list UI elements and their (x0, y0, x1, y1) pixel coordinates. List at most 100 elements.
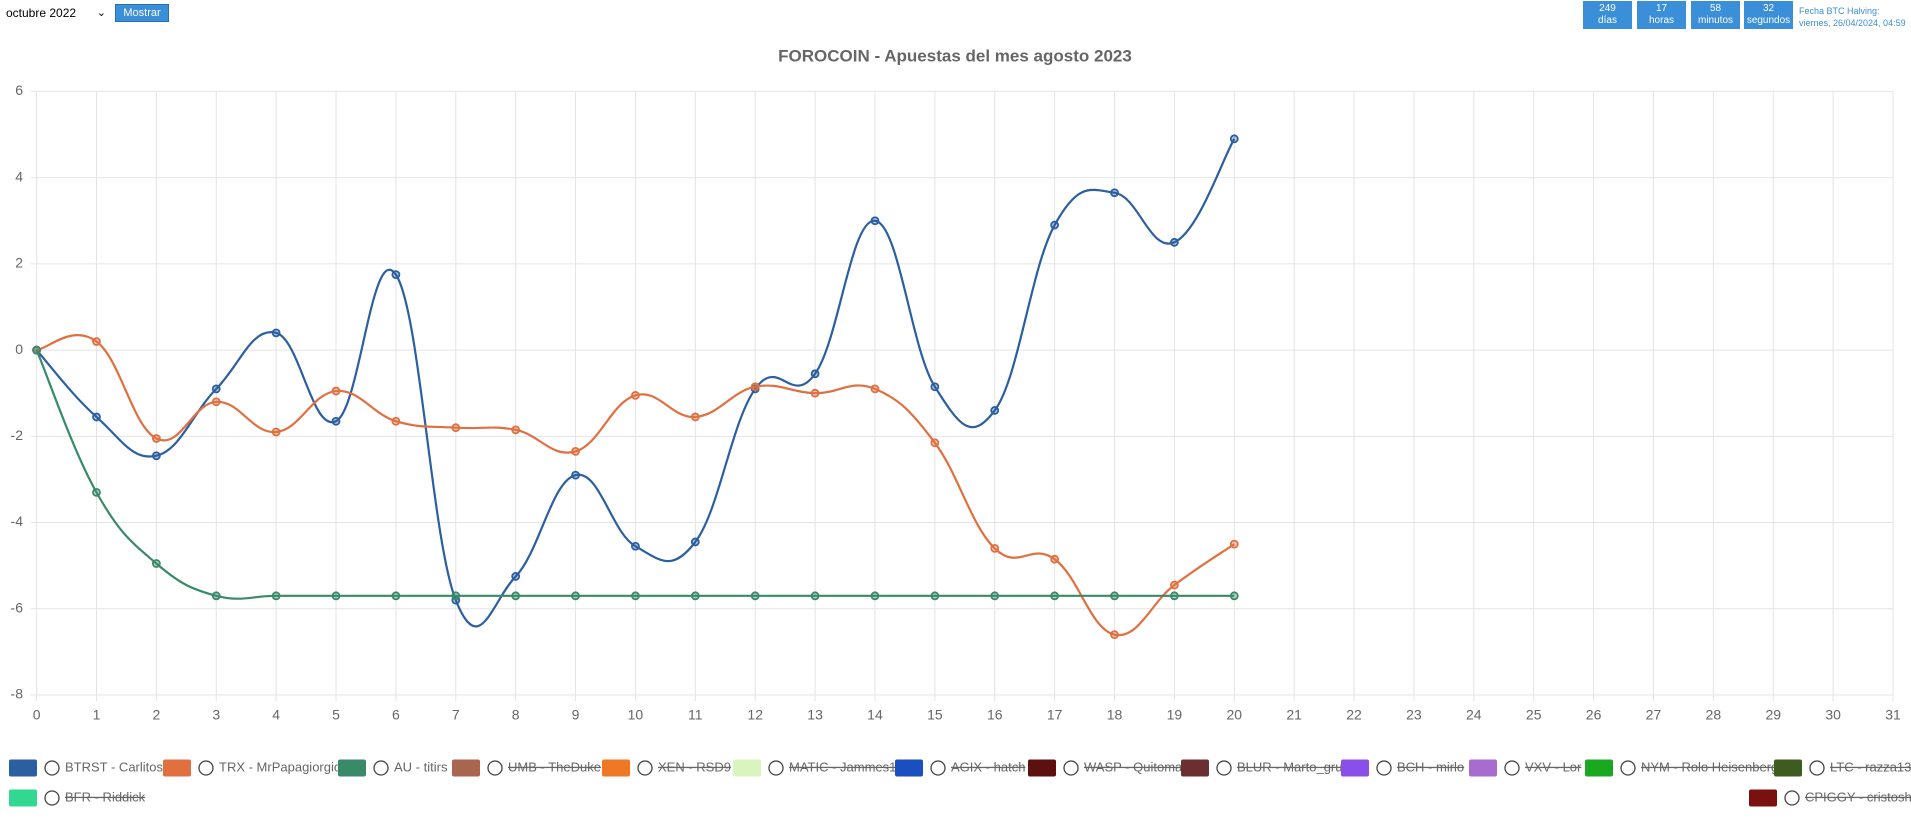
data-point (690, 537, 700, 547)
data-point (631, 390, 640, 400)
data-point (990, 544, 1000, 553)
countdown-box: 58 minutos (1691, 1, 1740, 29)
data-point (211, 384, 221, 394)
data-point (271, 427, 281, 437)
data-point (1229, 539, 1239, 549)
legend-swatch (1585, 759, 1613, 777)
y-tick-label: 6 (15, 82, 23, 98)
show-button[interactable]: Mostrar (115, 4, 169, 22)
y-tick-label: -8 (11, 686, 24, 702)
legend-item[interactable]: BCH - mirlo (1341, 759, 1464, 777)
data-point (1110, 188, 1119, 198)
x-tick-label: 24 (1466, 707, 1482, 723)
legend-label: VXV - Lor (1525, 759, 1582, 774)
halving-label: Fecha BTC Halving: (1799, 6, 1880, 16)
data-point (810, 591, 820, 601)
y-tick-label: -4 (11, 513, 24, 529)
legend-item[interactable]: TRX - MrPapagiorgio (163, 759, 341, 777)
legend-swatch (733, 759, 761, 777)
legend-icon (637, 760, 653, 776)
countdown-unit: días (1598, 15, 1617, 26)
y-tick-label: -6 (11, 599, 24, 615)
chart-title: FOROCOIN - Apuestas del mes agosto 2023 (778, 46, 1132, 65)
countdown-unit: minutos (1697, 15, 1733, 26)
legend-item[interactable]: AU - titirs (338, 759, 448, 777)
countdown-value: 249 (1599, 3, 1616, 14)
legend-icon (1620, 760, 1636, 776)
legend-swatch (338, 759, 366, 777)
x-tick-label: 25 (1526, 707, 1542, 723)
legend-item[interactable]: XEN - RSD9 (602, 759, 731, 777)
x-tick-label: 26 (1586, 707, 1602, 723)
legend-item[interactable]: MATIC - Jammes1 (733, 759, 896, 777)
x-tick-label: 6 (392, 707, 400, 723)
x-tick-label: 15 (927, 707, 943, 723)
x-tick-label: 17 (1047, 707, 1063, 723)
legend-swatch (1028, 759, 1056, 777)
legend-item[interactable]: LTC - razza13 (1774, 759, 1911, 777)
legend-item[interactable]: UMB - TheDuke (452, 759, 601, 777)
data-point (331, 591, 341, 601)
month-select[interactable]: octubre 2022 ⌄ (6, 4, 106, 22)
x-tick-label: 31 (1885, 707, 1901, 723)
countdown-box: 249 días (1583, 1, 1632, 29)
countdown-value: 17 (1655, 3, 1668, 14)
x-tick-label: 16 (987, 707, 1003, 723)
legend-item[interactable]: BLUR - Marto_gru (1181, 759, 1342, 777)
legend-item[interactable]: BFR - Riddick (9, 789, 146, 807)
x-tick-label: 10 (628, 707, 644, 723)
x-tick-label: 7 (452, 707, 460, 723)
data-point (870, 216, 880, 226)
data-point (1110, 630, 1119, 640)
x-tick-label: 18 (1107, 707, 1123, 723)
data-point (391, 416, 401, 426)
legend-swatch (163, 759, 191, 777)
legend-label: CPIGGY - cristoshi (1805, 789, 1911, 804)
halving-info: Fecha BTC Halving: viernes, 26/04/2024, 0… (1799, 5, 1906, 29)
data-point (271, 328, 281, 338)
legend-icon (930, 760, 946, 776)
x-tick-label: 4 (272, 707, 280, 723)
data-point (1229, 134, 1239, 144)
legend-label: WASP - Quitoma (1084, 759, 1183, 774)
legend-item[interactable]: BTRST - Carlitos (9, 759, 163, 777)
data-point (750, 382, 760, 392)
legend-label: BTRST - Carlitos (65, 759, 163, 774)
legend-item[interactable]: NYM - Rolo Heisenberg (1585, 759, 1778, 777)
series-line (35, 349, 1235, 600)
y-tick-label: 4 (15, 168, 23, 184)
countdown-value: 58 (1709, 3, 1722, 14)
legend-swatch (9, 789, 37, 807)
data-point (211, 397, 221, 407)
countdown-box: 32 segundos (1744, 1, 1793, 29)
y-tick-label: 2 (15, 255, 23, 271)
legend-icon (1376, 760, 1392, 776)
legend-swatch (9, 759, 37, 777)
legend-swatch (1774, 759, 1802, 777)
legend-item[interactable]: WASP - Quitoma (1028, 759, 1183, 777)
legend-label: UMB - TheDuke (508, 759, 601, 774)
countdown-unit: segundos (1746, 15, 1791, 26)
x-tick-label: 28 (1706, 707, 1722, 723)
x-tick-label: 19 (1167, 707, 1183, 723)
legend-item[interactable]: AGIX - hatch (895, 759, 1025, 777)
legend-item[interactable]: VXV - Lor (1469, 759, 1582, 777)
legend-label: AGIX - hatch (951, 759, 1025, 774)
data-point (750, 591, 760, 601)
legend-item[interactable]: CPIGGY - cristoshi (1749, 789, 1911, 807)
toolbar: octubre 2022 ⌄ Mostrar 249 días 17 horas 58 mi… (0, 0, 1911, 34)
legend-label: BLUR - Marto_gru (1237, 759, 1342, 774)
x-tick-label: 12 (747, 707, 763, 723)
data-point (151, 451, 161, 461)
x-tick-label: 9 (572, 707, 580, 723)
data-point (1050, 591, 1060, 601)
legend-icon (198, 760, 214, 776)
legend-swatch (1341, 759, 1369, 777)
data-point (930, 591, 940, 601)
legend-icon (1809, 760, 1825, 776)
x-tick-label: 14 (867, 707, 883, 723)
legend-swatch (452, 759, 480, 777)
data-point (1050, 554, 1060, 564)
